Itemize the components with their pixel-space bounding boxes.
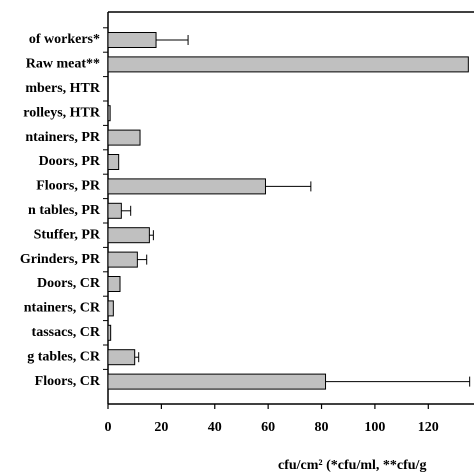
x-tick-label: 40: [208, 420, 222, 435]
bar: [107, 178, 266, 195]
y-tick-label: of workers*: [29, 32, 100, 47]
bar: [107, 129, 141, 146]
x-tick-label: 60: [261, 420, 275, 435]
y-tick-label: Doors, CR: [37, 276, 101, 291]
y-tick-label: Floors, PR: [36, 179, 101, 194]
x-tick-label: 120: [418, 420, 439, 435]
bar: [107, 324, 112, 341]
y-tick-label: ntainers, CR: [24, 301, 101, 316]
y-tick-label: g tables, CR: [27, 349, 101, 364]
y-tick-label: mbers, HTR: [25, 81, 101, 96]
bar: [107, 300, 114, 317]
bar: [107, 32, 157, 48]
x-axis-label: cfu/cm² (*cfu/ml, **cfu/g: [278, 458, 426, 473]
y-tick-label: Stuffer, PR: [34, 227, 101, 242]
y-tick-label: tassacs, CR: [32, 325, 101, 340]
y-tick-label: rolleys, HTR: [23, 105, 101, 120]
y-tick-label: n tables, PR: [28, 203, 101, 218]
bar: [107, 227, 150, 244]
x-tick-label: 100: [364, 420, 385, 435]
bar: [107, 202, 122, 219]
x-tick-label: 20: [154, 420, 168, 435]
y-tick-label: Raw meat**: [26, 57, 100, 72]
x-tick-label: 0: [105, 420, 112, 435]
y-tick-label: ntainers, PR: [25, 130, 101, 145]
bar: [107, 105, 111, 122]
bar: [107, 349, 136, 366]
bar: [107, 276, 121, 292]
bar: [107, 251, 138, 268]
bar: [107, 154, 120, 170]
bar: [107, 56, 469, 73]
y-tick-label: Grinders, PR: [20, 252, 101, 267]
y-tick-label: Doors, PR: [39, 154, 101, 169]
y-tick-label: Floors, CR: [35, 374, 101, 389]
bar: [107, 373, 327, 390]
x-tick-label: 80: [315, 420, 329, 435]
